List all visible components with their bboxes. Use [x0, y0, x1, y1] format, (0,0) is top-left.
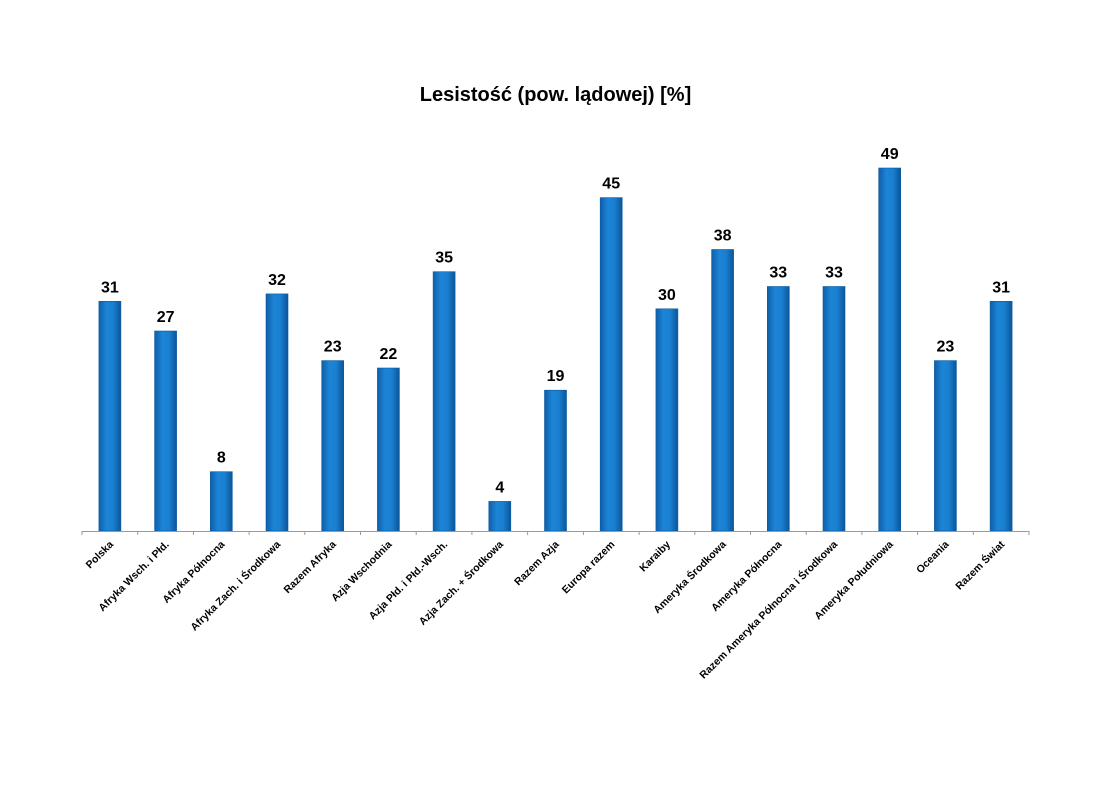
data-label: 27: [157, 309, 175, 326]
bar: [377, 367, 400, 532]
bar: [599, 197, 623, 532]
data-label: 31: [992, 279, 1010, 296]
x-tick-label: Karaiby: [637, 539, 673, 575]
chart-title: Lesistość (pow. lądowej) [%]: [419, 84, 692, 106]
x-tick-label: Polska: [84, 539, 117, 572]
bar: [98, 300, 122, 532]
bar: [878, 167, 902, 532]
bar: [766, 286, 790, 532]
data-label: 23: [937, 339, 955, 356]
x-tick-label: Razem Afryka: [282, 539, 339, 596]
bar: [432, 271, 456, 532]
data-label: 22: [380, 346, 398, 363]
data-label: 38: [714, 228, 732, 245]
data-label: 45: [602, 176, 620, 193]
bar: [321, 360, 345, 532]
data-label: 33: [769, 265, 787, 282]
bar: [711, 249, 734, 532]
x-tick-label: Razem Azja: [512, 539, 562, 589]
bar: [488, 501, 512, 532]
bar: [655, 308, 679, 532]
bar: [544, 389, 567, 532]
x-tick-label: Razem Świat: [953, 538, 1008, 593]
data-label: 8: [217, 450, 226, 467]
bar: [154, 330, 177, 532]
x-tick-label: Europa razem: [560, 539, 618, 597]
x-tick-label: Afryka Zach. i Środkowa: [188, 538, 284, 634]
data-label: 4: [495, 479, 504, 496]
data-label: 23: [324, 339, 342, 356]
data-label: 30: [658, 287, 676, 304]
data-label: 35: [435, 250, 453, 267]
data-label: 32: [268, 272, 286, 289]
bar: [210, 471, 233, 532]
data-label: 19: [547, 368, 565, 385]
data-label: 31: [101, 279, 119, 296]
bar: [934, 360, 957, 532]
data-label: 49: [881, 146, 899, 163]
data-label: 33: [825, 265, 843, 282]
bar: [822, 286, 846, 532]
bar: [989, 300, 1013, 532]
bar: [265, 293, 289, 532]
x-tick-label: Oceania: [914, 539, 951, 576]
